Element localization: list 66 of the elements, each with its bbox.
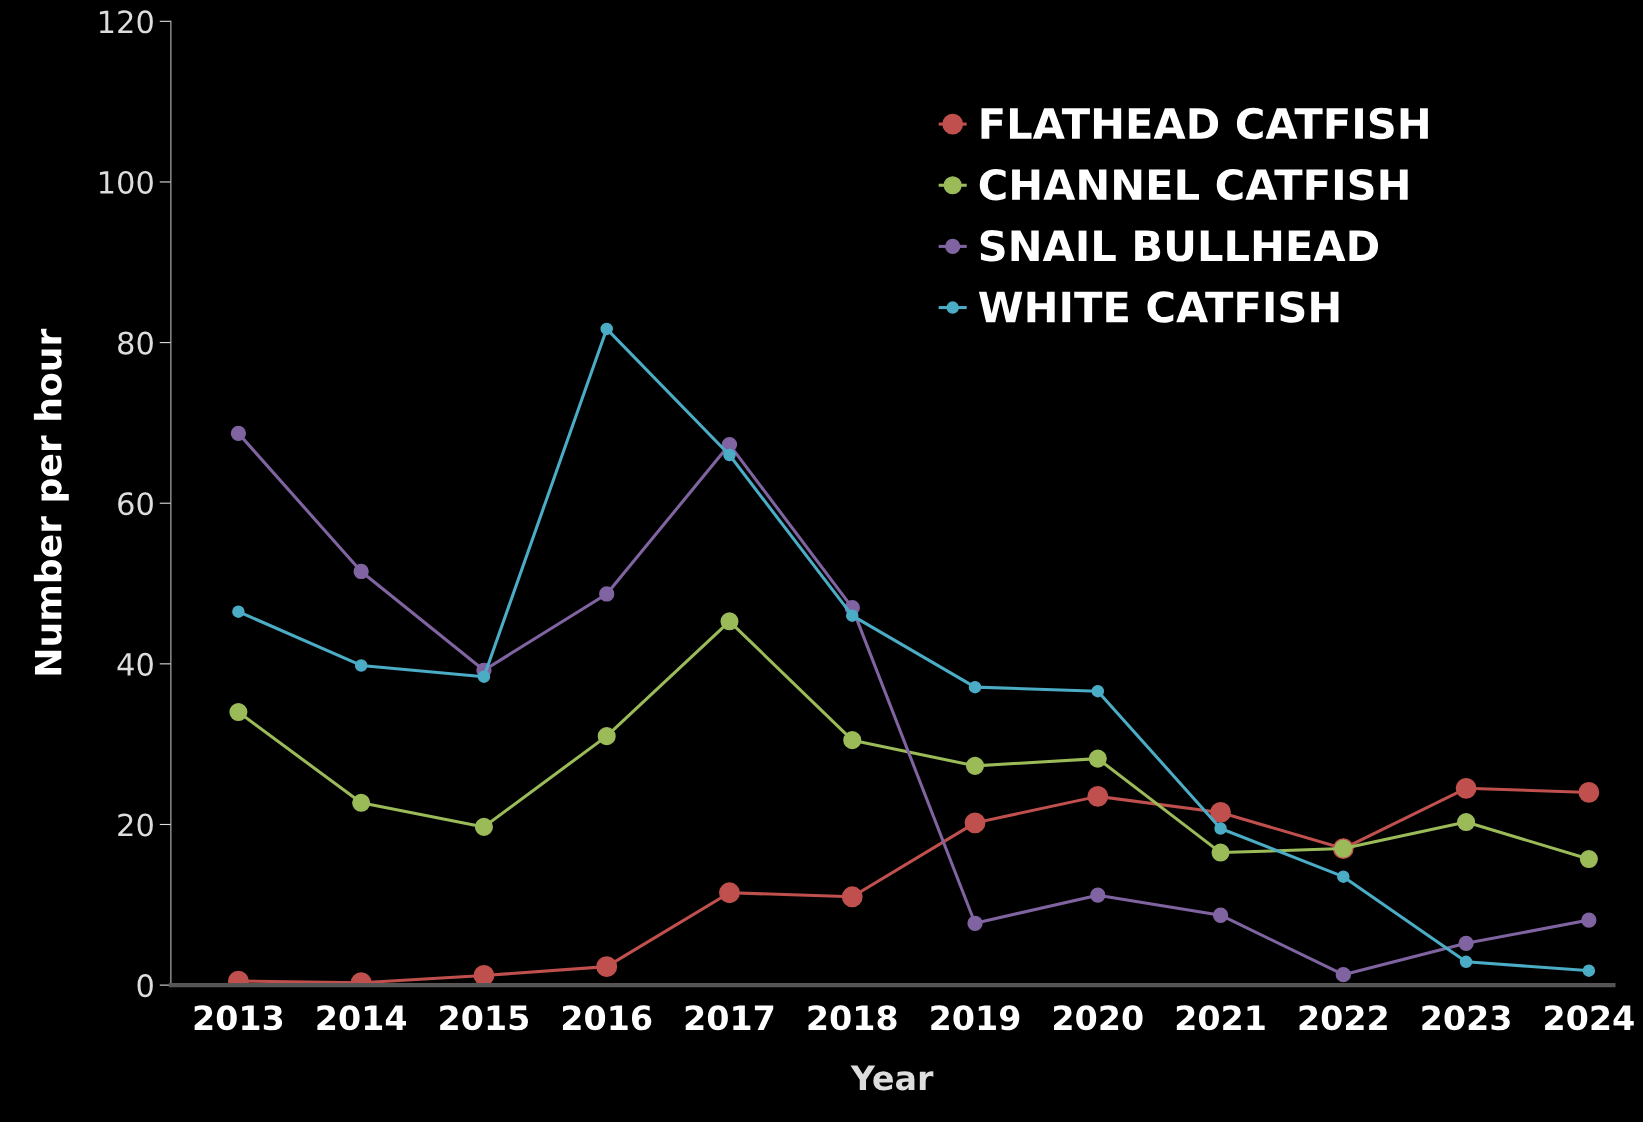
point bbox=[968, 680, 982, 694]
point bbox=[1459, 955, 1473, 969]
point bbox=[354, 659, 368, 672]
x-tick-label: 2020 bbox=[1054, 1005, 1143, 1031]
point bbox=[1458, 935, 1474, 951]
point bbox=[474, 817, 493, 836]
point bbox=[845, 609, 859, 622]
point bbox=[1087, 785, 1109, 807]
point bbox=[232, 605, 245, 618]
point bbox=[719, 882, 740, 904]
x-axis-title: Year bbox=[850, 1065, 934, 1091]
point bbox=[843, 731, 862, 750]
point bbox=[597, 727, 616, 746]
point bbox=[1335, 967, 1351, 983]
point bbox=[229, 703, 248, 722]
x-tick-label: 2017 bbox=[685, 1005, 774, 1031]
point bbox=[1582, 964, 1596, 977]
point bbox=[1579, 849, 1598, 869]
point bbox=[352, 793, 371, 812]
point bbox=[1212, 907, 1229, 923]
y-tick-label: 0 bbox=[137, 974, 153, 998]
x-tick-label: 2023 bbox=[1422, 1005, 1510, 1031]
y-tick-label: 100 bbox=[99, 170, 153, 194]
point bbox=[1337, 870, 1350, 883]
point bbox=[1214, 822, 1227, 835]
point bbox=[1088, 749, 1107, 768]
point bbox=[477, 670, 491, 683]
x-tick-label: 2013 bbox=[194, 1005, 283, 1031]
legend-label: FLATHEAD CATFISH bbox=[981, 107, 1428, 140]
point bbox=[967, 915, 983, 931]
y-tick-label: 60 bbox=[118, 492, 153, 516]
y-tick-label: 40 bbox=[117, 652, 153, 676]
point bbox=[1211, 843, 1230, 862]
x-tick-label: 2019 bbox=[931, 1005, 1020, 1031]
point bbox=[353, 563, 369, 580]
point bbox=[1091, 684, 1105, 698]
x-tick-label: 2015 bbox=[440, 1005, 528, 1031]
point bbox=[965, 756, 985, 775]
point bbox=[599, 586, 615, 602]
point bbox=[1090, 887, 1106, 903]
point bbox=[1578, 781, 1600, 803]
point bbox=[1455, 777, 1477, 799]
legend-label: SNAIL BULLHEAD bbox=[980, 230, 1379, 262]
legend-label: WHITE CATFISH bbox=[978, 291, 1339, 323]
point bbox=[1581, 912, 1597, 928]
point bbox=[600, 322, 613, 336]
point bbox=[473, 965, 495, 986]
point bbox=[964, 812, 986, 834]
x-tick-label: 2024 bbox=[1545, 1005, 1634, 1031]
y-axis-title: Number per hour bbox=[33, 328, 69, 675]
x-tick-label: 2016 bbox=[562, 1005, 652, 1031]
point bbox=[1210, 802, 1231, 823]
point bbox=[230, 425, 247, 441]
x-tick-label: 2014 bbox=[317, 1005, 407, 1031]
point bbox=[841, 886, 863, 908]
x-tick-label: 2018 bbox=[808, 1005, 897, 1031]
point bbox=[723, 448, 736, 462]
point bbox=[720, 612, 739, 631]
legend-label: CHANNEL CATFISH bbox=[979, 168, 1408, 201]
point bbox=[1457, 813, 1476, 832]
point bbox=[596, 956, 618, 978]
x-tick-label: 2022 bbox=[1299, 1005, 1387, 1031]
y-tick-label: 20 bbox=[118, 813, 153, 837]
y-tick-label: 120 bbox=[99, 10, 153, 34]
x-tick-label: 2021 bbox=[1176, 1005, 1265, 1031]
y-tick-label: 80 bbox=[118, 331, 153, 355]
